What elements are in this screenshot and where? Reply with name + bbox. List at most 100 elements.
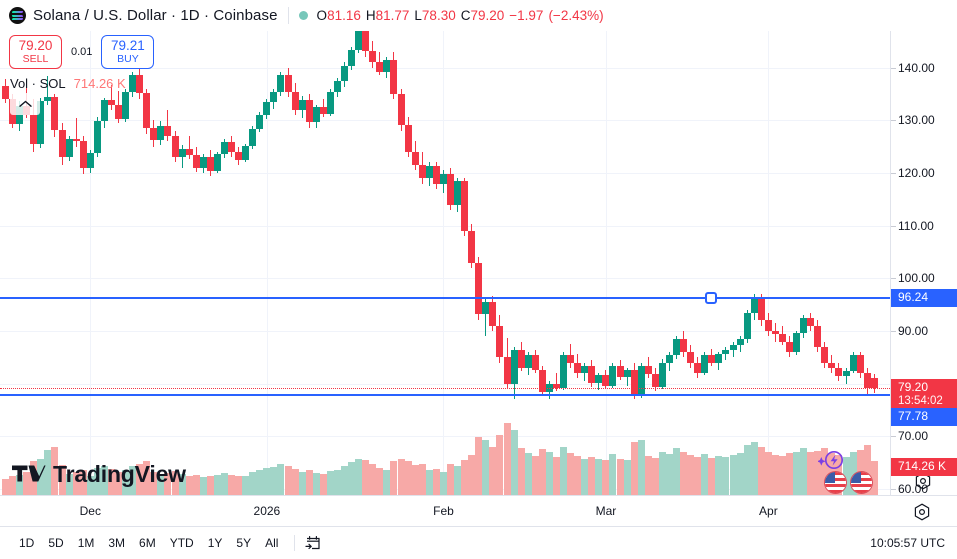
candlestick [581,31,589,495]
sell-button[interactable]: 79.20 SELL [9,35,62,69]
grid-line-horizontal [0,120,890,122]
volume-bar [270,467,278,495]
candlestick [454,31,462,495]
price-axis-tick-mark [891,67,896,69]
timeframe-button-5y[interactable]: 5Y [236,536,252,550]
candlestick [369,31,377,495]
timeframe-button-ytd[interactable]: YTD [169,536,194,550]
ohlc-close-value: 79.20 [470,8,505,23]
timeframe-button-1d[interactable]: 1D [19,536,35,550]
volume-bar [65,474,73,495]
candlestick [764,31,772,495]
candlestick [333,31,341,495]
grid-line-vertical [443,31,444,495]
candlestick [447,31,454,495]
volume-bar [235,476,243,495]
candlestick [771,31,779,495]
candlestick [552,31,560,495]
chevron-up-icon[interactable] [10,93,40,115]
spread-value: 0.01 [71,46,93,58]
candlestick [623,31,631,495]
volume-bar [220,473,228,495]
candlestick [432,31,440,495]
volume-bar [694,456,702,495]
candlestick [793,31,801,495]
candlestick [213,31,221,495]
goto-date-icon[interactable] [304,534,322,552]
candlestick [86,31,94,495]
volume-bar [588,456,596,495]
ohlc-high-key: H [365,8,376,23]
volume-bar [397,458,405,495]
price-axis-tick-mark [891,331,896,332]
volume-value-label-value: 714.26 K [898,459,947,473]
price-axis-tick-mark [891,120,896,122]
volume-bar [567,452,575,495]
volume-bar [701,453,709,495]
volume-bar [545,451,553,495]
timeframe-button-1y[interactable]: 1Y [207,536,223,550]
candlestick [79,31,87,495]
support-price-label[interactable]: 77.78 [891,408,957,427]
us-flag-icon[interactable] [824,471,847,494]
clock-label[interactable]: 10:05:57 UTC [870,536,945,550]
volume-bar [242,475,250,495]
volume-bar [538,448,546,495]
price-axis[interactable]: 150.00140.00130.00120.00110.00100.0090.0… [890,8,957,496]
timeframe-button-1m[interactable]: 1M [77,536,95,550]
candlestick [397,31,405,495]
volume-bar [228,474,236,495]
candlestick [673,31,681,495]
volume-bar [665,453,673,495]
resistance-price-label-value: 96.24 [898,290,929,305]
candlestick [249,31,257,495]
volume-bar [326,471,334,495]
symbol-title[interactable]: Solana / U.S. Dollar · 1D · Coinbase [33,7,278,24]
timeframe-button-5d[interactable]: 5D [48,536,64,550]
volume-bar [355,458,363,495]
volume-bar [786,452,794,495]
lightning-sparkle-icon[interactable] [817,449,844,478]
grid-line-vertical [606,31,607,495]
candlestick [65,31,73,495]
volume-bar [178,474,186,495]
time-axis-settings-icon[interactable] [912,502,932,522]
candlestick [849,31,857,495]
volume-bar [185,476,193,495]
price-line-drag-handle[interactable] [705,292,718,305]
buy-price: 79.21 [111,38,145,54]
us-flag-icon[interactable] [850,471,873,494]
candlestick [411,31,419,495]
volume-bar [171,471,179,495]
candlestick [439,31,447,495]
chart-settings-icon[interactable] [913,471,933,491]
candlestick [489,31,497,495]
timeframe-range-group: 1D 5D 1M 3M 6M YTD 1Y 5Y All [12,533,285,553]
horizontal-price-line[interactable] [0,394,890,397]
resistance-price-label[interactable]: 96.24 [891,289,957,308]
timeframe-button-all[interactable]: All [265,536,279,550]
volume-bar [609,453,617,495]
volume-legend[interactable]: Vol · SOL 714.26 K [10,76,126,91]
horizontal-price-line[interactable] [0,297,890,300]
current-price-label[interactable]: 79.20 13:54:02 [891,378,957,411]
volume-bar [602,460,610,495]
candlestick [665,31,673,495]
timeframe-button-3m[interactable]: 3M [108,536,126,550]
candlestick [821,31,829,495]
buy-button[interactable]: 79.21 BUY [101,35,155,69]
current-price-label-time: 13:54:02 [898,394,943,407]
time-axis[interactable]: Dec 2026 Feb Mar Apr [0,495,957,526]
volume-bar [390,461,398,495]
chart-plot-area[interactable] [0,31,890,495]
candlestick [291,31,299,495]
volume-bar [298,471,306,495]
volume-bar [432,469,440,495]
candlestick [220,31,228,495]
timeframe-button-6m[interactable]: 6M [139,536,156,550]
volume-bar [793,451,801,495]
volume-bar [341,466,349,495]
candlestick [687,31,695,495]
volume-bar [687,454,695,495]
volume-value-label[interactable]: 714.26 K [891,458,957,476]
